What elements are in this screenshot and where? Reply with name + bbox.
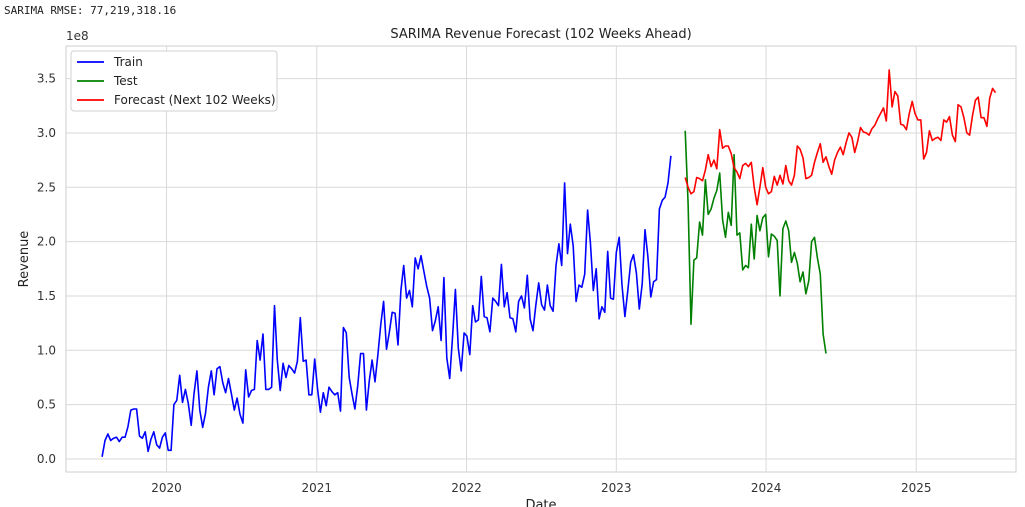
series-line-train [101,155,672,457]
y-tick-label: 1.5 [37,289,56,303]
y-tick-label: 1.0 [37,343,56,357]
x-tick-label: 2025 [901,481,932,495]
y-axis-ticks: 0.0 0.5 1.0 1.5 2.0 2.5 3.0 3.5 [37,72,56,466]
legend-label: Test [113,74,138,88]
x-tick-label: 2022 [451,481,482,495]
legend-box [70,50,278,112]
x-axis-label: Date [525,498,556,507]
series-line-forecast-next-102-weeks [684,69,997,206]
plot-area [65,45,1017,473]
y-axis-exponent: 1e8 [66,29,89,43]
legend-label: Forecast (Next 102 Weeks) [114,93,276,107]
x-tick-label: 2023 [601,481,632,495]
x-tick-label: 2021 [301,481,332,495]
y-axis-label: Revenue [17,231,32,288]
rmse-output-text: SARIMA RMSE: 77,219,318.16 [4,4,177,17]
series-layer [101,69,997,457]
y-tick-label: 0.5 [37,398,56,412]
y-tick-label: 0.0 [37,452,56,466]
y-tick-label: 2.5 [37,180,56,194]
chart-title: SARIMA Revenue Forecast (102 Weeks Ahead… [390,27,691,42]
grid-lines [66,46,1016,472]
y-tick-label: 3.0 [37,126,56,140]
x-tick-label: 2020 [151,481,182,495]
series-line-test [684,130,827,354]
legend-label: Train [113,55,143,69]
x-tick-label: 2024 [751,481,782,495]
legend: Train Test Forecast (Next 102 Weeks) [70,50,278,112]
x-axis-ticks: 2020 2021 2022 2023 2024 2025 [151,481,931,495]
y-tick-label: 2.0 [37,235,56,249]
y-tick-label: 3.5 [37,72,56,86]
